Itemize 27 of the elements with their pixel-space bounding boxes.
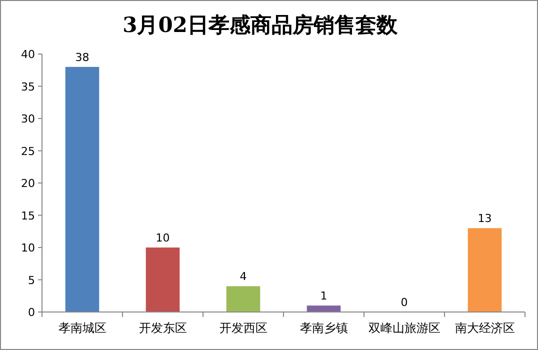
y-tick-label: 20 <box>21 177 35 190</box>
bar <box>65 66 100 312</box>
y-tick-label: 0 <box>28 306 35 319</box>
y-tick-label: 5 <box>28 274 35 287</box>
y-tick-label: 10 <box>21 242 35 254</box>
bar <box>146 248 180 312</box>
chart-title: 3月02日孝感商品房销售套数 <box>122 12 398 37</box>
x-tick-label: 孝南城区 <box>58 321 106 335</box>
data-label: 10 <box>156 232 170 244</box>
data-label: 4 <box>240 270 247 284</box>
data-label: 0 <box>400 296 408 309</box>
x-tick-label: 开发西区 <box>219 321 268 335</box>
x-tick-label: 孝南乡镇 <box>300 321 348 335</box>
x-tick-label: 南大经济区 <box>454 321 515 335</box>
data-label: 1 <box>320 290 328 303</box>
data-label: 13 <box>478 212 492 226</box>
y-tick-label: 30 <box>21 112 35 126</box>
bar <box>226 286 260 312</box>
y-tick-label: 40 <box>21 48 35 61</box>
bar <box>306 306 341 312</box>
y-tick-label: 15 <box>21 209 35 222</box>
y-tick-label: 35 <box>21 80 35 94</box>
data-label: 38 <box>75 50 90 64</box>
x-tick-label: 开发东区 <box>138 321 187 335</box>
x-tick-label: 双峰山旅游区 <box>368 321 440 335</box>
y-tick-label: 25 <box>21 144 35 158</box>
bar <box>468 228 502 312</box>
